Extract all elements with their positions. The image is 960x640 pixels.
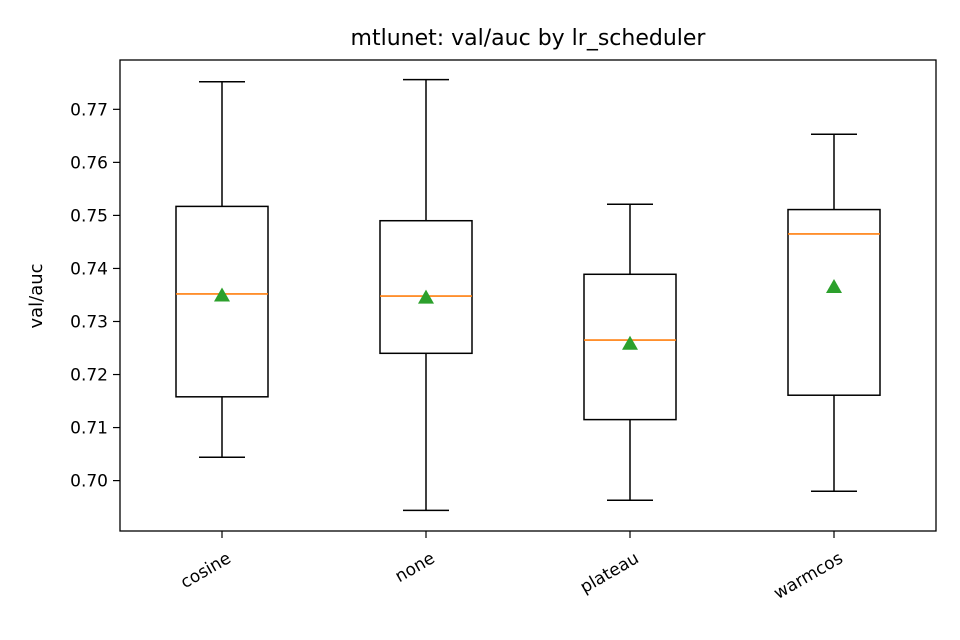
y-tick-label: 0.73 xyxy=(70,312,108,332)
y-tick-label: 0.77 xyxy=(70,100,108,120)
y-tick-label: 0.74 xyxy=(70,259,108,279)
box-iqr xyxy=(583,273,677,421)
y-axis-label: val/auc xyxy=(26,263,47,328)
chart-title: mtlunet: val/auc by lr_scheduler xyxy=(351,26,707,51)
box-iqr xyxy=(787,208,881,396)
y-tick-label: 0.75 xyxy=(70,206,108,226)
x-tick-label: none xyxy=(392,548,439,587)
axes-frame xyxy=(119,59,937,532)
plot-area: 0.70 0.71 0.72 0.73 0.74 0.75 0.76 0.77 cosine no… xyxy=(70,59,937,604)
y-tick-label: 0.72 xyxy=(70,366,108,386)
y-tick-label: 0.70 xyxy=(70,472,108,492)
x-tick-label: plateau xyxy=(577,548,643,597)
x-tick-label: cosine xyxy=(177,548,234,593)
y-tick-label: 0.71 xyxy=(70,419,108,439)
mean-marker xyxy=(826,279,842,294)
box-iqr xyxy=(175,205,269,398)
mean-marker xyxy=(622,335,638,350)
mean-marker xyxy=(418,289,434,304)
box-iqr xyxy=(379,219,473,355)
x-tick-label: warmcos xyxy=(771,548,847,603)
mean-marker xyxy=(214,287,230,302)
y-tick-label: 0.76 xyxy=(70,153,108,173)
